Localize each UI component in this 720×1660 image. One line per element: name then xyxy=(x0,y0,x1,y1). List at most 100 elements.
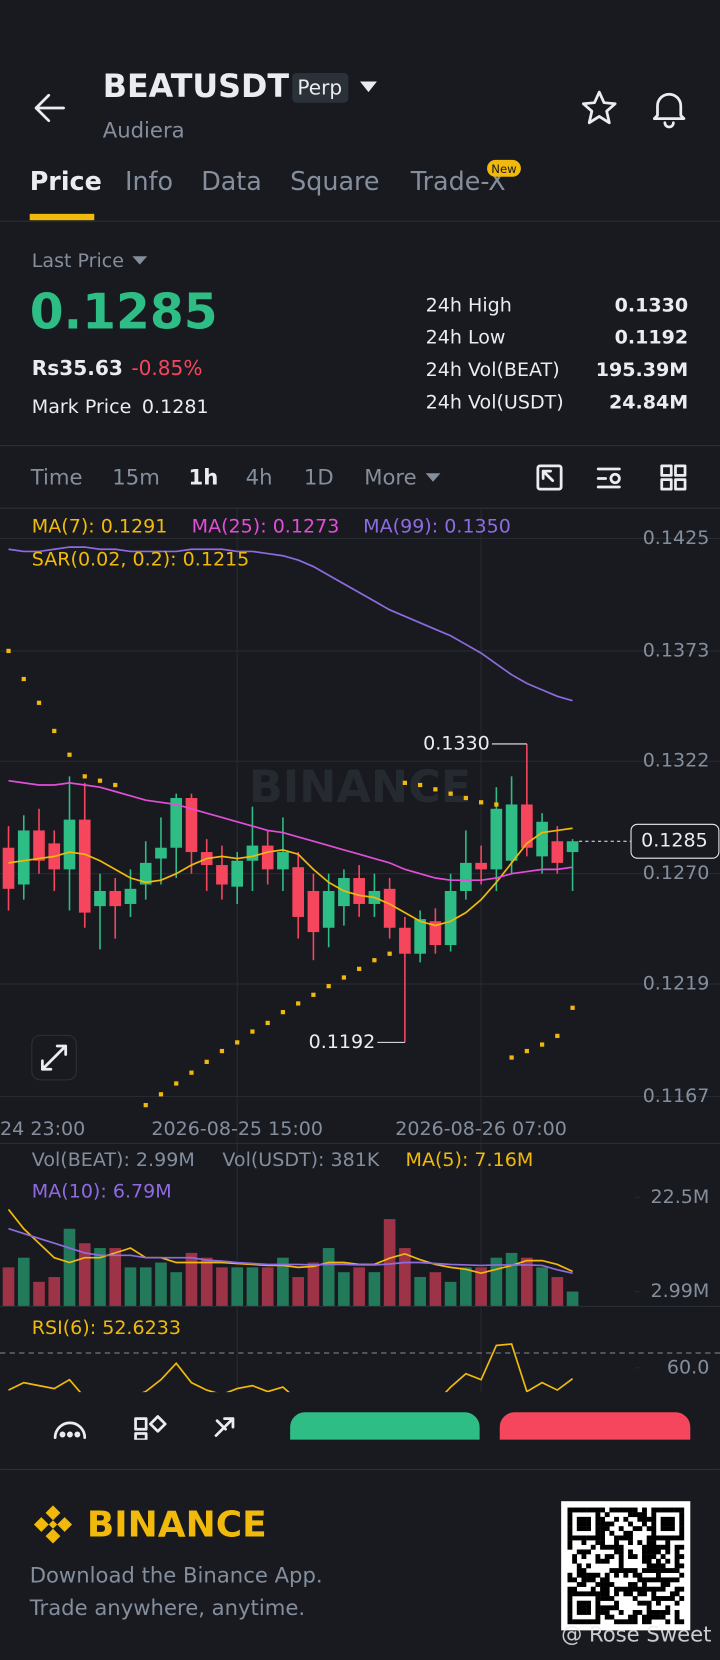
qr-cell xyxy=(651,1521,657,1527)
last-price: 0.1285 xyxy=(30,284,218,340)
tab[interactable]: Data xyxy=(201,166,262,196)
qr-cell xyxy=(600,1582,605,1587)
sar-dot xyxy=(97,778,103,783)
tab[interactable]: Price xyxy=(30,166,102,196)
qr-cell xyxy=(623,1572,629,1578)
qr-cell xyxy=(567,1540,573,1546)
sar-dot xyxy=(433,787,438,792)
qr-cell xyxy=(642,1558,647,1564)
qr-cell xyxy=(660,1526,666,1532)
volume-bar xyxy=(170,1272,183,1306)
qr-cell xyxy=(567,1530,573,1536)
candle-body xyxy=(521,804,533,848)
qr-cell xyxy=(600,1596,605,1601)
qr-cell xyxy=(581,1577,587,1583)
qr-cell xyxy=(642,1568,647,1573)
qr-cell xyxy=(628,1540,633,1546)
candle-body xyxy=(277,852,289,870)
price-type-dropdown[interactable] xyxy=(132,256,148,265)
high-annotation: 0.1330 xyxy=(423,732,490,754)
tab[interactable]: Info xyxy=(125,166,173,196)
qr-cell xyxy=(632,1610,638,1615)
qr-cell xyxy=(595,1554,601,1560)
candle-body xyxy=(33,830,45,861)
y-tick-label: 2.99M xyxy=(651,1280,710,1302)
qr-cell xyxy=(600,1507,605,1513)
sar-dot xyxy=(280,1009,286,1015)
more-dropdown[interactable] xyxy=(425,473,441,482)
qr-cell xyxy=(609,1614,615,1620)
qr-cell xyxy=(679,1544,685,1550)
qr-cell xyxy=(586,1572,592,1578)
sar-dot xyxy=(113,782,118,788)
short-button[interactable] xyxy=(499,1412,691,1440)
qr-cell xyxy=(665,1610,671,1615)
interval[interactable]: 15m xyxy=(112,465,160,490)
sar-dot xyxy=(82,774,87,779)
volume-bar xyxy=(429,1272,442,1306)
qr-cell xyxy=(679,1516,685,1522)
qr-cell xyxy=(623,1619,629,1625)
qr-cell xyxy=(628,1512,633,1518)
sar-dot xyxy=(158,1092,164,1097)
qr-cell xyxy=(665,1605,671,1611)
chart-tool-icons[interactable] xyxy=(536,464,687,491)
interval[interactable]: 4h xyxy=(246,465,273,490)
qr-cell xyxy=(646,1540,652,1546)
qr-cell xyxy=(656,1596,661,1601)
symbol[interactable]: BEATUSDT xyxy=(103,69,290,105)
qr-cell xyxy=(660,1516,666,1522)
qr-cell xyxy=(665,1526,671,1532)
long-button[interactable] xyxy=(290,1412,480,1440)
qr-cell xyxy=(642,1582,647,1587)
interval[interactable]: Time xyxy=(30,465,83,490)
symbol-dropdown[interactable] xyxy=(360,81,377,93)
qr-cell xyxy=(642,1516,647,1522)
sar-dot xyxy=(463,795,468,801)
qr-cell xyxy=(576,1549,582,1555)
qr-cell xyxy=(567,1516,573,1522)
qr-cell xyxy=(567,1596,573,1601)
interval[interactable]: 1h xyxy=(188,465,218,490)
y-tick-label: 0.1219 xyxy=(643,972,710,994)
sar-dot xyxy=(143,1103,148,1108)
qr-cell xyxy=(600,1530,605,1536)
toolbar-icons[interactable] xyxy=(53,1415,235,1442)
qr-cell xyxy=(646,1586,652,1592)
back-button[interactable] xyxy=(34,93,65,123)
qr-cell xyxy=(595,1614,601,1620)
qr-cell xyxy=(609,1544,615,1550)
qr-cell xyxy=(623,1530,629,1536)
alert-button[interactable] xyxy=(652,92,686,129)
favorite-button[interactable] xyxy=(582,90,617,125)
volume-bar xyxy=(94,1248,106,1306)
qr-cell xyxy=(651,1586,657,1592)
qr-cell xyxy=(628,1507,633,1513)
qr-cell xyxy=(637,1591,643,1597)
qr-cell xyxy=(567,1535,573,1541)
volume-bar xyxy=(307,1262,320,1306)
contract-badge: Perp xyxy=(297,75,342,99)
qr-cell xyxy=(581,1516,587,1522)
active-tab-indicator xyxy=(29,213,95,221)
tab[interactable]: Square xyxy=(290,166,379,196)
qr-cell xyxy=(674,1619,680,1625)
volume-bar xyxy=(475,1267,487,1306)
interval[interactable]: 1D xyxy=(304,465,334,490)
qr-cell xyxy=(600,1577,605,1583)
last-price-label[interactable]: Last Price xyxy=(32,250,124,272)
interval[interactable]: More xyxy=(364,465,416,490)
qr-cell xyxy=(632,1582,638,1587)
footer-line: Download the Binance App. xyxy=(30,1562,323,1587)
qr-cell xyxy=(632,1572,638,1578)
qr-cell xyxy=(628,1530,633,1536)
qr-cell xyxy=(586,1600,592,1606)
qr-cell xyxy=(581,1605,587,1611)
qr-cell xyxy=(646,1554,652,1560)
qr-cell xyxy=(618,1610,624,1615)
candle-body xyxy=(566,841,579,853)
mark-price-label: Mark Price xyxy=(32,396,131,418)
qr-cell xyxy=(595,1521,601,1527)
qr-cell xyxy=(581,1591,587,1597)
